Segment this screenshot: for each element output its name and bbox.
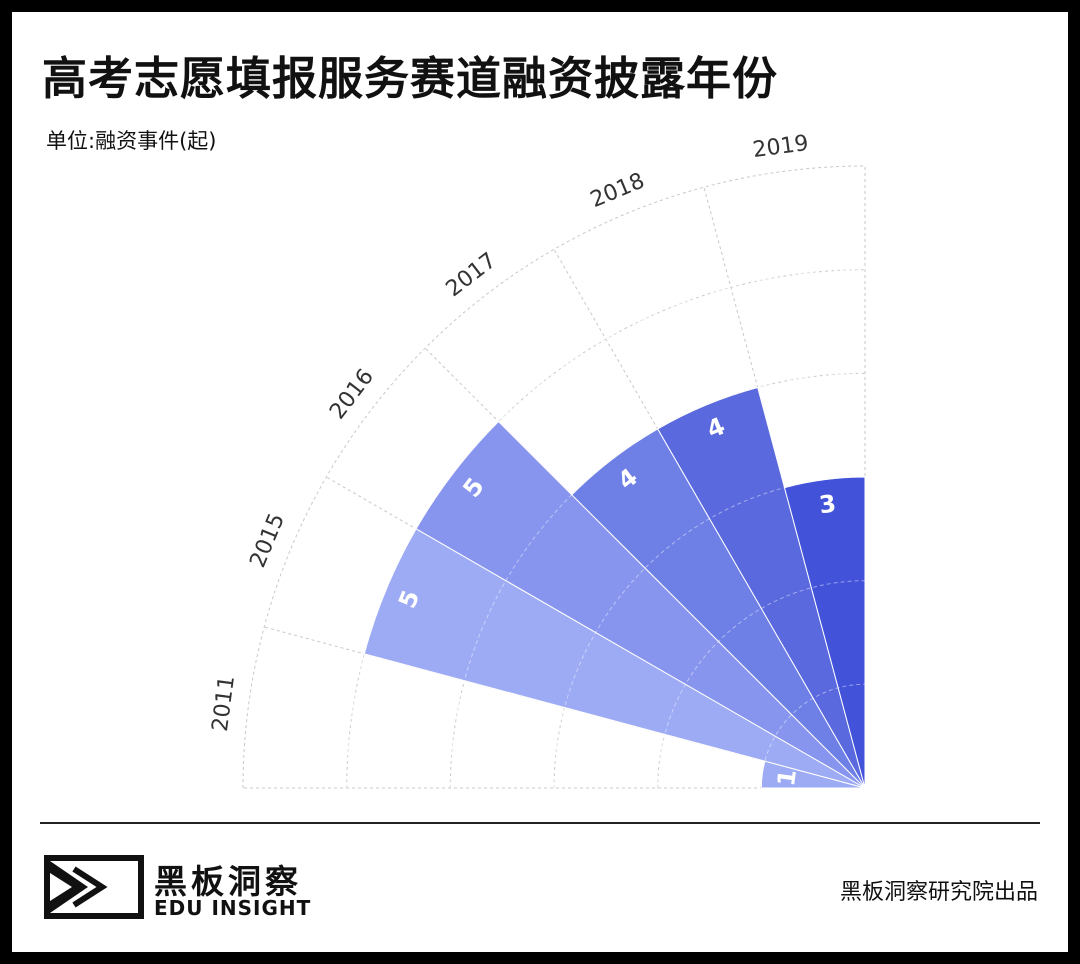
brand-name-cn: 黑板洞察 xyxy=(154,862,302,901)
value-label-2019: 3 xyxy=(818,489,838,519)
bar-2016 xyxy=(415,420,866,789)
edu-insight-logo-icon xyxy=(44,855,144,919)
chart-card: 高考志愿填报服务赛道融资披露年份 单位:融资事件(起) 1 2011 5 2015 5 2… xyxy=(12,12,1068,952)
chart-bars xyxy=(346,269,866,789)
category-label-2017: 2017 xyxy=(442,248,502,302)
bar-grid-ring xyxy=(760,683,866,789)
unit-label: 单位:融资事件(起) xyxy=(46,129,217,153)
bar-2018 xyxy=(657,386,866,789)
value-label-2011: 1 xyxy=(772,768,802,788)
chart-title: 高考志愿填报服务赛道融资披露年份 xyxy=(42,52,779,105)
bar-grid-ring xyxy=(449,372,866,789)
bar-2019 xyxy=(783,476,866,789)
category-label-2018: 2018 xyxy=(587,168,648,213)
grid-ring xyxy=(242,165,866,789)
grid-ring xyxy=(346,269,866,789)
category-label-2011: 2011 xyxy=(208,674,240,733)
category-label-2019: 2019 xyxy=(751,131,810,163)
category-label-2015: 2015 xyxy=(245,510,290,571)
producer-credit: 黑板洞察研究院出品 xyxy=(839,880,1038,905)
brand-name-en: EDU INSIGHT xyxy=(154,896,312,920)
bar-grid-ring xyxy=(346,269,866,789)
bar-grid-ring xyxy=(553,476,866,789)
bar-grid-ring xyxy=(657,580,866,789)
category-label-2016: 2016 xyxy=(325,365,379,425)
footer-divider xyxy=(40,822,1040,824)
